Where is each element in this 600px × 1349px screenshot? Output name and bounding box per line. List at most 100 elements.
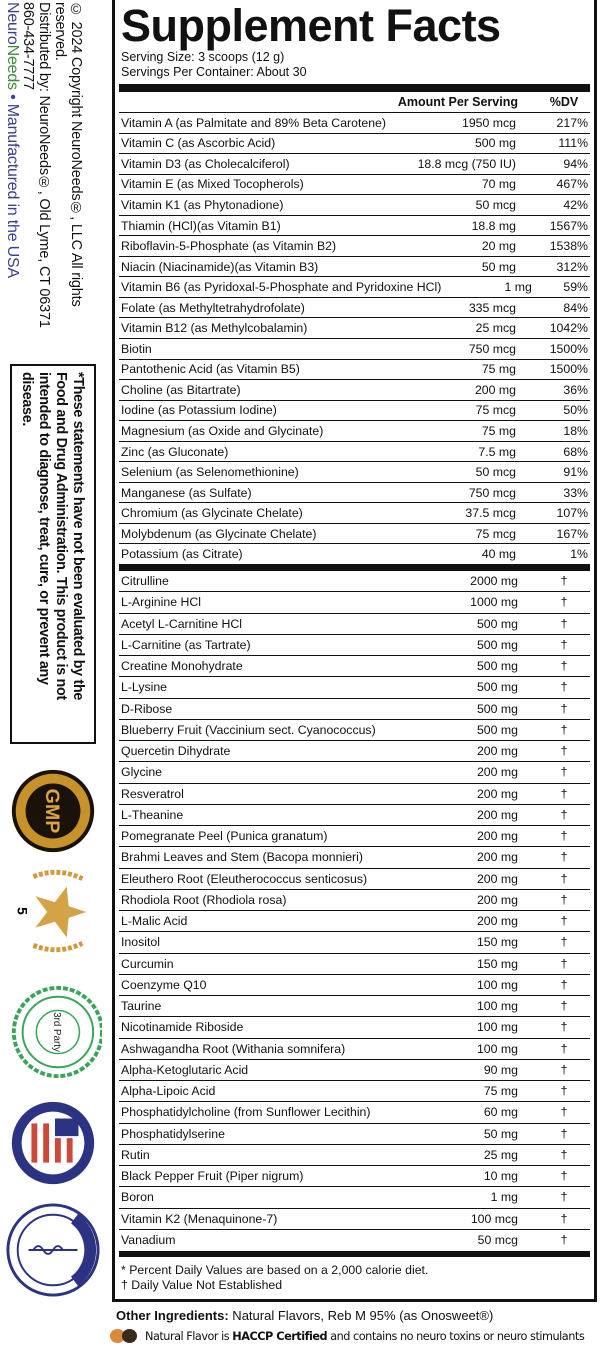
nutrient-dv: †: [560, 1190, 568, 1205]
table-row: Manganese (as Sulfate) 750 mcg 33%: [119, 483, 590, 504]
nutrient-amount: 75 mg: [483, 1084, 518, 1099]
nutrient-amount: 200 mg: [476, 744, 518, 759]
nutrient-amount: 500 mg: [476, 701, 518, 716]
nutrient-amount: 200 mg: [476, 871, 518, 886]
table-row: Vitamin K1 (as Phytonadione) 50 mcg 42%: [119, 195, 590, 216]
table-row: Folate (as Methyltetrahydrofolate) 335 mc…: [119, 298, 590, 319]
table-row: Biotin 750 mcg 1500%: [119, 339, 590, 360]
table-row: Blueberry Fruit (Vaccinium sect. Cyanoco…: [119, 720, 590, 742]
nutrient-name: Vitamin E (as Mixed Tocopherols): [121, 177, 304, 192]
table-row: L-Lysine 500 mg †: [119, 677, 590, 699]
table-header: Amount Per Serving %DV: [119, 92, 590, 113]
table-row: Inositol 150 mg †: [119, 932, 590, 954]
table-row: Ashwagandha Root (Withania somnifera) 100…: [119, 1039, 590, 1060]
nutrient-amount: 200 mg: [476, 807, 518, 822]
table-row: Potassium (as Citrate) 40 mg 1%: [119, 544, 590, 566]
nutrient-dv: 167%: [556, 526, 588, 541]
nutrient-dv: 1500%: [549, 341, 588, 356]
nutrient-amount: 200 mg: [476, 829, 518, 844]
nutrient-name: Glycine: [121, 765, 163, 780]
table-row: Chromium (as Glycinate Chelate) 37.5 mcg 1…: [119, 503, 590, 524]
nutrient-name: Vanadium: [121, 1233, 176, 1248]
nutrient-name: Resveratrol: [121, 786, 184, 801]
nutrient-dv: 42%: [563, 197, 588, 212]
table-row: Pantothenic Acid (as Vitamin B5) 75 mg 150…: [119, 360, 590, 381]
nutrient-name: Inositol: [121, 935, 160, 950]
nutrient-dv: †: [560, 1147, 568, 1162]
nutrient-name: L-Arginine HCl: [121, 595, 201, 610]
nutrient-name: Rutin: [121, 1147, 150, 1162]
nutrient-dv: †: [560, 977, 568, 992]
table-row: Rhodiola Root (Rhodiola rosa) 200 mg †: [119, 890, 590, 912]
table-row: L-Malic Acid 200 mg †: [119, 911, 590, 933]
table-row: Phosphatidylserine 50 mg †: [119, 1124, 590, 1145]
fda-disclaimer: *These statements have not been evaluate…: [10, 364, 96, 744]
table-row: Molybdenum (as Glycinate Chelate) 75 mcg 1…: [119, 524, 590, 545]
nutrient-amount: 75 mcg: [475, 526, 516, 541]
nutrient-amount: 1950 mcg: [461, 115, 516, 130]
nutrient-name: Alpha-Lipoic Acid: [121, 1084, 216, 1099]
nutrient-amount: 335 mcg: [468, 300, 516, 315]
table-row: Vitamin C (as Ascorbic Acid) 500 mg 111%: [119, 134, 590, 155]
nutrient-amount: 50 mg: [483, 1126, 518, 1141]
nutrient-dv: †: [560, 935, 568, 950]
nutrient-dv: †: [560, 765, 568, 780]
nutrient-amount: 500 mg: [474, 136, 516, 151]
servings-per-container: Servings Per Container: About 30: [121, 65, 307, 79]
made-in-usa-text: Manufactured in the USA: [4, 103, 21, 278]
haccp-text: Natural Flavor is HACCP Certified and co…: [145, 1330, 585, 1343]
nutrient-amount: 37.5 mcg: [465, 506, 516, 521]
nutrient-name: Black Pepper Fruit (Piper nigrum): [121, 1169, 304, 1184]
nutrient-dv: †: [560, 1020, 568, 1035]
table-row: Vitamin B12 (as Methylcobalamin) 25 mcg 10…: [119, 318, 590, 340]
nutrient-name: Coenzyme Q10: [121, 977, 207, 992]
nutrient-amount: 150 mg: [476, 956, 518, 971]
table-row: Vitamin E (as Mixed Tocopherols) 70 mg 467…: [119, 175, 590, 196]
nutrient-name: Phosphatidylserine: [121, 1126, 225, 1141]
nutrient-amount: 20 mg: [481, 239, 516, 254]
nutrient-dv: 312%: [556, 259, 588, 274]
nutrient-name: Vitamin C (as Ascorbic Acid): [121, 136, 276, 151]
nutrient-dv: †: [560, 1211, 568, 1226]
table-row: Vitamin A (as Palmitate and 89% Beta Car…: [119, 113, 590, 134]
nutrient-dv: †: [560, 871, 568, 886]
nutrient-dv: 1538%: [549, 239, 588, 254]
natural-flavor-icon: [110, 1329, 140, 1343]
nutrient-name: Magnesium (as Oxide and Glycinate): [121, 423, 324, 438]
nutrient-amount: 18.8 mcg (750 IU): [417, 156, 516, 171]
nutrient-dv: †: [560, 744, 568, 759]
nutrient-dv: 36%: [563, 382, 588, 397]
nutrient-name: Molybdenum (as Glycinate Chelate): [121, 526, 317, 541]
nutrient-name: Ashwagandha Root (Withania somnifera): [121, 1041, 346, 1056]
table-row: Glycine 200 mg †: [119, 762, 590, 784]
table-row: Alpha-Ketoglutaric Acid 90 mg †: [119, 1060, 590, 1082]
table-row: Zinc (as Gluconate) 7.5 mg 68%: [119, 442, 590, 463]
nutrient-amount: 750 mcg: [468, 485, 516, 500]
footnote-dv: * Percent Daily Values are based on a 2,…: [121, 1263, 429, 1278]
brand-needs: Needs: [4, 44, 21, 90]
nutrient-name: Zinc (as Gluconate): [121, 444, 229, 459]
nutrient-name: Quercetin Dihydrate: [121, 744, 231, 759]
nutrient-name: Manganese (as Sulfate): [121, 485, 252, 500]
nutrient-name: Acetyl L-Carnitine HCl: [121, 616, 242, 631]
nutrient-name: Pantothenic Acid (as Vitamin B5): [121, 362, 300, 377]
nutrient-name: Choline (as Bitartrate): [121, 382, 241, 397]
table-row: L-Theanine 200 mg †: [119, 805, 590, 827]
other-ingredients: Other Ingredients: Natural Flavors, Reb …: [116, 1308, 493, 1323]
nutrient-name: Chromium (as Glycinate Chelate): [121, 506, 303, 521]
nutrient-amount: 75 mg: [481, 362, 516, 377]
phone-number: 860-434-7777: [20, 2, 36, 90]
header-dv: %DV: [549, 95, 579, 109]
nutrient-amount: 75 mg: [481, 423, 516, 438]
divider-medium: [119, 1251, 590, 1258]
nutrient-name: Curcumin: [121, 956, 174, 971]
footnotes: * Percent Daily Values are based on a 2,…: [119, 1257, 590, 1299]
table-row: Vitamin K2 (Menaquinone-7) 100 mcg †: [119, 1209, 590, 1230]
nutrient-amount: 200 mg: [476, 850, 518, 865]
table-row: Curcumin 150 mg †: [119, 954, 590, 975]
nutrient-name: Blueberry Fruit (Vaccinium sect. Cyanoco…: [121, 722, 376, 737]
nutrient-dv: 59%: [563, 280, 588, 295]
gmp-badge-icon: GMP: [11, 769, 95, 853]
nutrient-name: Vitamin B12 (as Methylcobalamin): [121, 321, 308, 336]
table-row: Niacin (Niacinamide)(as Vitamin B3) 50 mg…: [119, 257, 590, 278]
